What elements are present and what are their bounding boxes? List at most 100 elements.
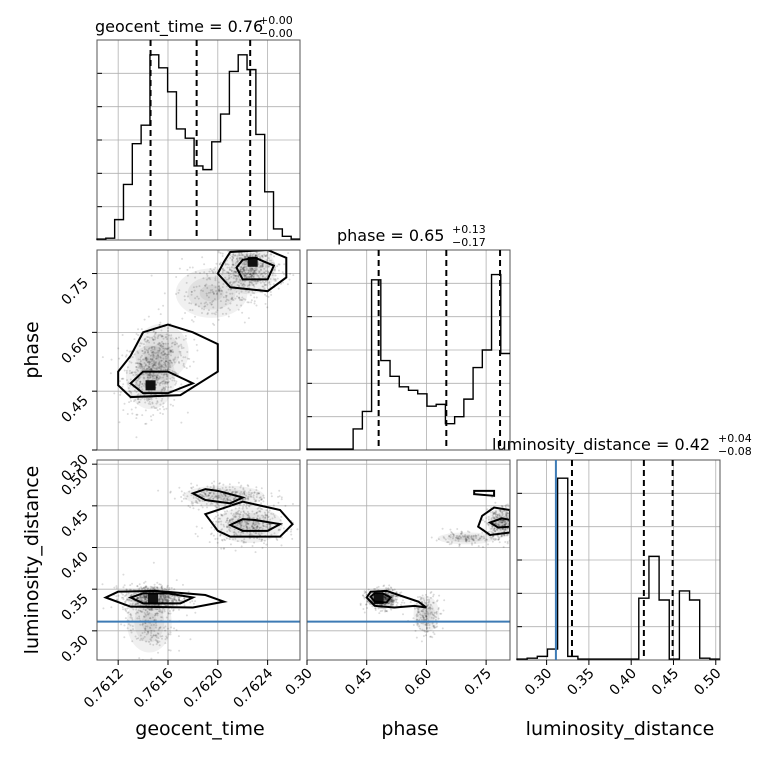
- scatter-point: [227, 263, 230, 266]
- scatter-point: [136, 602, 139, 605]
- scatter-point: [158, 595, 161, 598]
- scatter-point: [166, 353, 169, 356]
- scatter-point: [168, 594, 171, 597]
- scatter-point: [228, 486, 231, 489]
- scatter-point: [163, 610, 166, 613]
- scatter-point: [384, 596, 387, 599]
- scatter-point: [502, 521, 505, 524]
- scatter-point: [236, 261, 239, 264]
- scatter-point: [390, 587, 393, 590]
- scatter-point: [146, 610, 149, 613]
- scatter-point: [512, 516, 514, 518]
- scatter-point: [263, 276, 266, 279]
- scatter-point: [135, 365, 138, 368]
- scatter-point: [215, 311, 218, 314]
- scatter-point: [448, 535, 451, 538]
- scatter-point: [164, 597, 167, 600]
- scatter-point: [419, 598, 422, 601]
- scatter-point: [200, 307, 203, 310]
- scatter-point: [391, 603, 394, 606]
- scatter-point: [518, 522, 520, 524]
- scatter-point: [254, 532, 257, 535]
- scatter-point: [155, 368, 158, 371]
- scatter-point: [165, 378, 168, 381]
- scatter-point: [145, 614, 148, 617]
- scatter-point: [164, 629, 167, 632]
- scatter-point: [235, 258, 238, 261]
- scatter-point: [238, 296, 241, 299]
- scatter-point: [215, 495, 218, 498]
- scatter-point: [278, 263, 281, 266]
- scatter-point: [162, 342, 165, 345]
- scatter-point: [492, 517, 495, 520]
- scatter-point: [155, 643, 158, 646]
- scatter-point: [173, 497, 176, 500]
- scatter-point: [258, 526, 261, 529]
- scatter-point: [433, 626, 436, 629]
- scatter-point: [170, 597, 173, 600]
- scatter-point: [236, 513, 239, 516]
- scatter-point: [501, 521, 504, 524]
- scatter-point: [258, 492, 261, 495]
- scatter-point: [171, 351, 174, 354]
- scatter-point: [158, 598, 161, 601]
- scatter-point: [257, 253, 260, 256]
- scatter-point: [486, 523, 489, 526]
- scatter-point: [234, 270, 237, 273]
- scatter-point: [158, 598, 161, 601]
- scatter-point: [121, 606, 124, 609]
- scatter-point: [174, 372, 177, 375]
- scatter-point: [147, 315, 150, 318]
- scatter-point: [164, 599, 167, 602]
- scatter-point: [171, 599, 174, 602]
- scatter-point: [244, 272, 247, 275]
- scatter-point: [260, 538, 263, 541]
- scatter-point: [460, 531, 463, 534]
- scatter-point: [169, 596, 172, 599]
- scatter-point: [216, 309, 219, 312]
- scatter-point: [432, 614, 435, 617]
- scatter-point: [223, 538, 226, 541]
- scatter-point: [232, 538, 235, 541]
- scatter-point: [154, 332, 157, 335]
- scatter-point: [243, 275, 246, 278]
- scatter-point: [194, 532, 197, 535]
- scatter-point: [164, 360, 167, 363]
- scatter-point: [144, 625, 147, 628]
- scatter-point: [424, 602, 427, 605]
- scatter-point: [266, 251, 269, 254]
- scatter-point: [450, 542, 453, 545]
- scatter-point: [154, 374, 157, 377]
- scatter-point: [210, 303, 213, 306]
- scatter-point: [160, 597, 163, 600]
- scatter-point: [491, 536, 494, 539]
- scatter-point: [215, 506, 218, 509]
- scatter-point: [266, 270, 269, 273]
- scatter-point: [109, 372, 112, 375]
- scatter-point: [155, 361, 158, 364]
- scatter-point: [496, 514, 499, 517]
- scatter-point: [139, 597, 142, 600]
- scatter-point: [153, 604, 156, 607]
- scatter-point: [458, 543, 461, 546]
- scatter-point: [232, 263, 235, 266]
- scatter-point: [190, 486, 193, 489]
- scatter-point: [253, 498, 256, 501]
- scatter-point: [140, 611, 143, 614]
- scatter-point: [169, 490, 172, 493]
- scatter-point: [513, 527, 515, 529]
- scatter-point: [245, 526, 248, 529]
- scatter-point: [136, 596, 139, 599]
- scatter-point: [140, 365, 143, 368]
- scatter-point: [241, 284, 244, 287]
- scatter-point: [183, 597, 186, 600]
- scatter-point: [141, 367, 144, 370]
- scatter-point: [255, 266, 258, 269]
- scatter-point: [459, 535, 462, 538]
- x-tick-label: 0.7616: [131, 665, 177, 711]
- scatter-point: [171, 341, 174, 344]
- scatter-point: [165, 616, 168, 619]
- scatter-point: [167, 327, 170, 330]
- scatter-point: [304, 518, 306, 520]
- scatter-point: [145, 364, 148, 367]
